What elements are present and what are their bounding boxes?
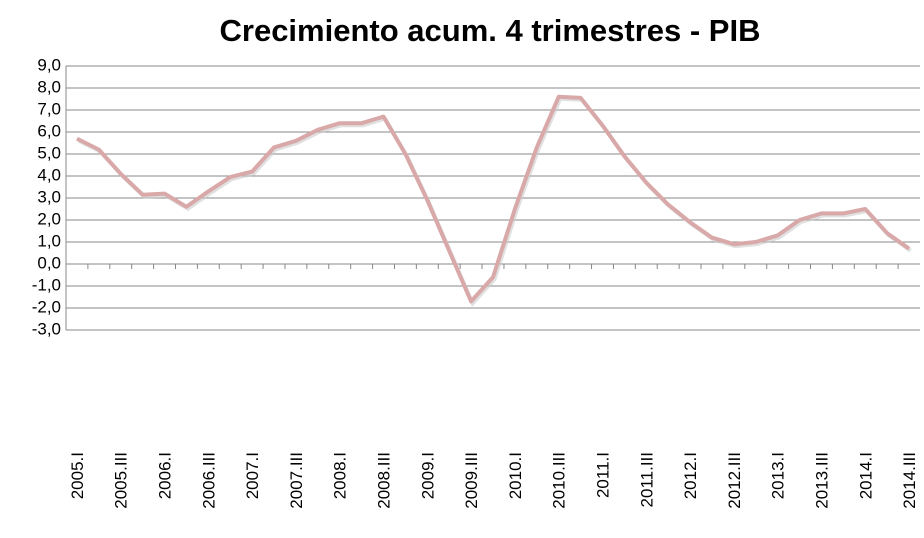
y-tick-label: -3,0 (32, 319, 61, 338)
y-tick-label: 0,0 (37, 253, 61, 272)
x-tick-label: 2007.III (287, 452, 306, 509)
y-tick-label: 7,0 (37, 99, 61, 118)
x-tick-label: 2005.I (68, 452, 87, 499)
y-tick-label: 4,0 (37, 165, 61, 184)
x-tick-label: 2012.III (725, 452, 744, 509)
x-tick-label: 2008.I (331, 452, 350, 499)
x-tick-label: 2014.III (900, 452, 919, 509)
x-tick-label: 2006.I (156, 452, 175, 499)
y-tick-label: -1,0 (32, 275, 61, 294)
x-tick-label: 2009.I (418, 452, 437, 499)
y-tick-label: -2,0 (32, 297, 61, 316)
chart-title: Crecimiento acum. 4 trimestres - PIB (220, 13, 761, 48)
x-tick-label: 2014.I (856, 452, 875, 499)
x-tick-label: 2013.I (769, 452, 788, 499)
x-tick-label: 2009.III (462, 452, 481, 509)
x-tick-label: 2012.I (681, 452, 700, 499)
x-tick-label: 2010.I (506, 452, 525, 499)
y-tick-label: 9,0 (37, 55, 61, 74)
y-tick-label: 3,0 (37, 187, 61, 206)
y-tick-label: 8,0 (37, 77, 61, 96)
x-tick-label: 2010.III (550, 452, 569, 509)
x-tick-label: 2011.I (593, 452, 612, 498)
y-tick-label: 1,0 (37, 231, 61, 250)
line-shadow (77, 96, 912, 308)
y-tick-label: 6,0 (37, 121, 61, 140)
x-tick-label: 2013.III (812, 452, 831, 509)
x-tick-label: 2006.III (199, 452, 218, 509)
y-tick-label: 5,0 (37, 143, 61, 162)
line-series (76, 94, 911, 304)
x-tick-label: 2007.I (243, 452, 262, 499)
x-tick-label: 2005.III (112, 452, 131, 509)
x-tick-label: 2008.III (375, 452, 394, 509)
y-tick-label: 2,0 (37, 209, 61, 228)
x-tick-label: 2011.III (637, 452, 656, 507)
